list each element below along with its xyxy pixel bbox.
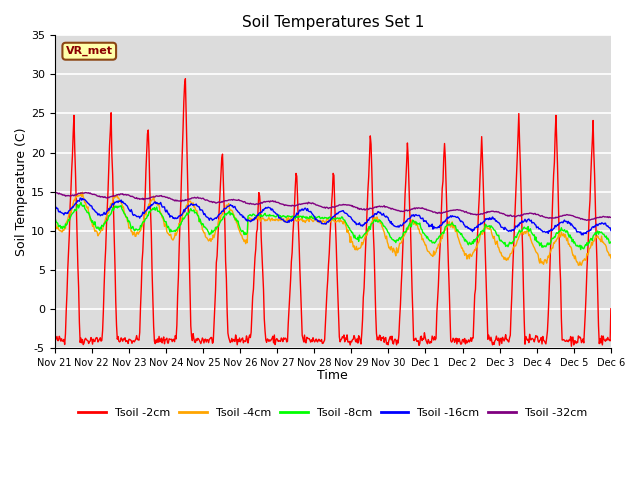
Title: Soil Temperatures Set 1: Soil Temperatures Set 1 bbox=[241, 15, 424, 30]
Text: VR_met: VR_met bbox=[66, 46, 113, 56]
Y-axis label: Soil Temperature (C): Soil Temperature (C) bbox=[15, 127, 28, 256]
Legend: Tsoil -2cm, Tsoil -4cm, Tsoil -8cm, Tsoil -16cm, Tsoil -32cm: Tsoil -2cm, Tsoil -4cm, Tsoil -8cm, Tsoi… bbox=[74, 403, 592, 422]
X-axis label: Time: Time bbox=[317, 369, 348, 382]
